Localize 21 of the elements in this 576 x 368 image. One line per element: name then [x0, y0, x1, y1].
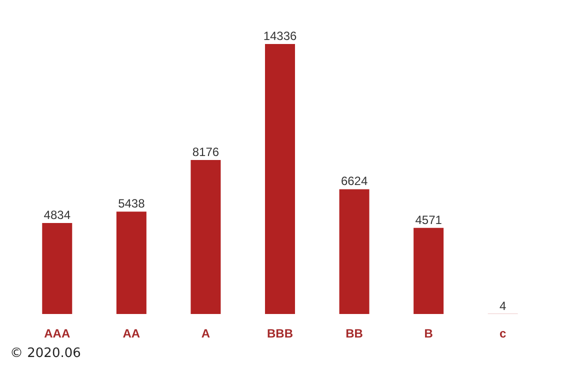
x-tick-label: AA	[122, 326, 140, 340]
data-label: 5438	[118, 196, 146, 211]
data-label: 8176	[192, 145, 220, 160]
data-label: 4571	[415, 212, 442, 227]
bar	[116, 212, 146, 314]
x-tick-label: c	[500, 326, 507, 340]
text: © 2020.06	[10, 346, 81, 361]
x-tick-label: A	[201, 326, 210, 340]
bar	[190, 160, 221, 314]
data-label: 4	[500, 298, 507, 313]
data-label: 6624	[340, 174, 368, 188]
bar	[265, 44, 295, 314]
x-tick-label: B	[424, 326, 434, 340]
bar	[339, 189, 370, 314]
x-tick-label: AAA	[44, 326, 70, 340]
data-label: 14336	[263, 29, 298, 43]
bar	[414, 228, 444, 314]
data-label: 4834	[44, 208, 71, 222]
bar	[42, 222, 72, 314]
x-tick-label: BBB	[267, 326, 294, 340]
x-tick-label: BB	[346, 326, 364, 340]
